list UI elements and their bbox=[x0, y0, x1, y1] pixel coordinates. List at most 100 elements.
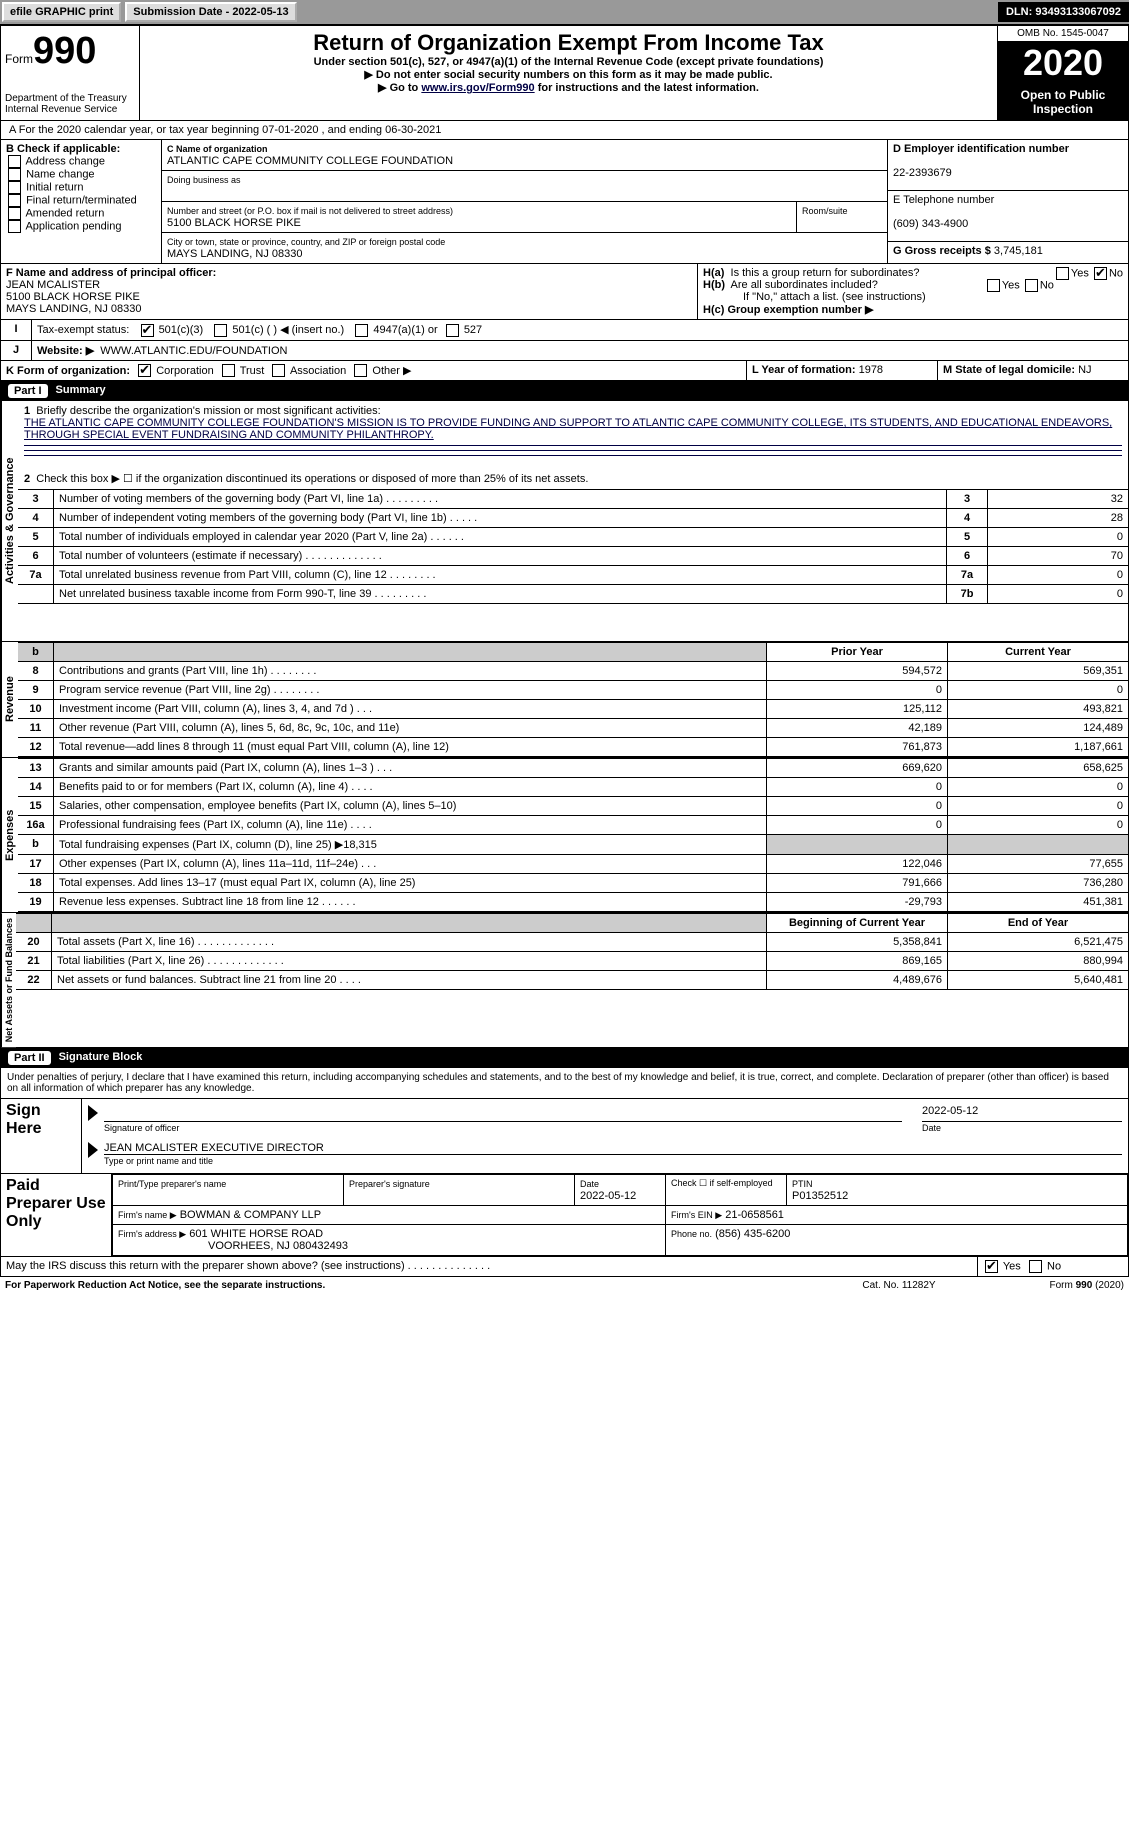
hc-label: H(c) Group exemption number ▶ bbox=[703, 304, 873, 316]
form-number: 990 bbox=[33, 30, 96, 72]
sig-date-label: Date bbox=[922, 1123, 941, 1133]
k-assoc[interactable]: Association bbox=[290, 365, 346, 377]
hb-label: Are all subordinates included? bbox=[731, 279, 878, 291]
efile-print-button[interactable]: efile GRAPHIC print bbox=[2, 2, 121, 22]
addr-label: Number and street (or P.O. box if mail i… bbox=[167, 206, 453, 216]
section-fh: F Name and address of principal officer:… bbox=[0, 264, 1129, 320]
pra-notice: For Paperwork Reduction Act Notice, see … bbox=[5, 1280, 824, 1291]
form-word: Form bbox=[5, 52, 33, 66]
te-4947[interactable]: 4947(a)(1) or bbox=[373, 324, 437, 336]
opt-final-return[interactable]: Final return/terminated bbox=[26, 194, 137, 206]
cat-no: Cat. No. 11282Y bbox=[824, 1280, 974, 1291]
sig-declaration: Under penalties of perjury, I declare th… bbox=[0, 1068, 1129, 1099]
org-address: 5100 BLACK HORSE PIKE bbox=[167, 217, 301, 229]
prep-sig-label: Preparer's signature bbox=[349, 1179, 430, 1189]
firm-addr-label: Firm's address ▶ bbox=[118, 1229, 186, 1239]
opt-address-change[interactable]: Address change bbox=[25, 155, 105, 167]
section-j: J Website: ▶ WWW.ATLANTIC.EDU/FOUNDATION bbox=[0, 341, 1129, 361]
sig-arrow-icon-2 bbox=[88, 1142, 98, 1158]
ha-yes[interactable]: Yes bbox=[1071, 267, 1089, 279]
dba-label: Doing business as bbox=[167, 175, 241, 185]
hb-pre: H(b) bbox=[703, 279, 725, 291]
section-klm: K Form of organization: Corporation Trus… bbox=[0, 361, 1129, 382]
dept-treasury: Department of the Treasury Internal Reve… bbox=[5, 93, 135, 115]
firm-name-label: Firm's name ▶ bbox=[118, 1210, 177, 1220]
opt-name-change[interactable]: Name change bbox=[26, 168, 95, 180]
netassets-table: Beginning of Current YearEnd of Year20To… bbox=[16, 913, 1128, 990]
submission-date: Submission Date - 2022-05-13 bbox=[125, 2, 296, 22]
form-footer: Form 990 (2020) bbox=[974, 1280, 1124, 1291]
phone-label: Phone no. bbox=[671, 1229, 712, 1239]
side-activities: Activities & Governance bbox=[1, 401, 18, 641]
summary-block: Activities & Governance 1 Briefly descri… bbox=[0, 401, 1129, 642]
omb-number: OMB No. 1545-0047 bbox=[998, 26, 1128, 42]
part2-num: Part II bbox=[8, 1051, 51, 1065]
box-e-label: E Telephone number bbox=[893, 194, 994, 206]
part2-title: Signature Block bbox=[59, 1051, 143, 1065]
may-irs-text: May the IRS discuss this return with the… bbox=[6, 1260, 490, 1272]
box-d-label: D Employer identification number bbox=[893, 143, 1069, 155]
hb-no[interactable]: No bbox=[1040, 279, 1054, 291]
footer: For Paperwork Reduction Act Notice, see … bbox=[0, 1277, 1129, 1294]
officer-addr1: 5100 BLACK HORSE PIKE bbox=[6, 291, 140, 303]
opt-initial-return[interactable]: Initial return bbox=[26, 181, 83, 193]
top-toolbar: efile GRAPHIC print Submission Date - 20… bbox=[0, 0, 1129, 25]
paid-preparer-row: Paid Preparer Use Only Print/Type prepar… bbox=[0, 1174, 1129, 1257]
mission-text: THE ATLANTIC CAPE COMMUNITY COLLEGE FOUN… bbox=[24, 417, 1112, 441]
sig-officer-label: Signature of officer bbox=[104, 1123, 179, 1133]
l2-text: Check this box ▶ ☐ if the organization d… bbox=[36, 473, 588, 485]
ha-no[interactable]: No bbox=[1109, 267, 1123, 279]
hb-yes[interactable]: Yes bbox=[1002, 279, 1020, 291]
tax-year: 2020 bbox=[998, 42, 1128, 84]
may-irs-row: May the IRS discuss this return with the… bbox=[0, 1257, 1129, 1277]
sig-date: 2022-05-12 bbox=[922, 1105, 1122, 1122]
paid-prep-label: Paid Preparer Use Only bbox=[1, 1174, 112, 1256]
form-header: Form990 Department of the Treasury Inter… bbox=[0, 25, 1129, 121]
open-to-public: Open to Public Inspection bbox=[998, 84, 1128, 120]
section-i: I Tax-exempt status: 501(c)(3) 501(c) ( … bbox=[0, 320, 1129, 341]
officer-addr2: MAYS LANDING, NJ 08330 bbox=[6, 303, 142, 315]
sig-arrow-icon bbox=[88, 1105, 98, 1121]
prep-date: 2022-05-12 bbox=[580, 1190, 636, 1202]
firm-addr2: VOORHEES, NJ 080432493 bbox=[208, 1240, 348, 1252]
website-label: Website: ▶ bbox=[37, 345, 94, 357]
ptin-label: PTIN bbox=[792, 1179, 813, 1189]
revenue-block: Revenue bPrior YearCurrent Year8Contribu… bbox=[0, 642, 1129, 758]
may-irs-yes[interactable]: Yes bbox=[1003, 1261, 1021, 1273]
firm-ein: 21-0658561 bbox=[725, 1209, 784, 1221]
te-501c[interactable]: 501(c) ( ) ◀ (insert no.) bbox=[232, 324, 344, 336]
te-527[interactable]: 527 bbox=[464, 324, 482, 336]
box-f-label: F Name and address of principal officer: bbox=[6, 267, 216, 279]
line-m-label: M State of legal domicile: bbox=[943, 364, 1075, 376]
opt-amended[interactable]: Amended return bbox=[25, 207, 104, 219]
prep-name-label: Print/Type preparer's name bbox=[118, 1179, 226, 1189]
box-c-label: C Name of organization bbox=[167, 144, 268, 154]
summary-table-1: 3Number of voting members of the governi… bbox=[18, 489, 1128, 604]
ha-pre: H(a) bbox=[703, 267, 724, 279]
check-self-emp[interactable]: Check ☐ if self-employed bbox=[666, 1175, 787, 1206]
line-l-label: L Year of formation: bbox=[752, 364, 856, 376]
prep-date-label: Date bbox=[580, 1179, 599, 1189]
telephone: (609) 343-4900 bbox=[893, 218, 968, 230]
line-k-label: K Form of organization: bbox=[6, 365, 130, 377]
officer-sub: Type or print name and title bbox=[104, 1156, 213, 1166]
form-subtitle: Under section 501(c), 527, or 4947(a)(1)… bbox=[144, 56, 993, 68]
irs-link[interactable]: www.irs.gov/Form990 bbox=[421, 82, 534, 94]
side-revenue: Revenue bbox=[1, 642, 18, 757]
room-label: Room/suite bbox=[802, 206, 848, 216]
k-corp[interactable]: Corporation bbox=[156, 365, 213, 377]
k-trust[interactable]: Trust bbox=[240, 365, 265, 377]
l1-label: Briefly describe the organization's miss… bbox=[36, 405, 380, 417]
firm-ein-label: Firm's EIN ▶ bbox=[671, 1210, 722, 1220]
officer-name: JEAN MCALISTER bbox=[6, 279, 100, 291]
box-b-label: B Check if applicable: bbox=[6, 143, 120, 155]
te-501c3[interactable]: 501(c)(3) bbox=[159, 324, 204, 336]
part2-bar: Part II Signature Block bbox=[0, 1048, 1129, 1068]
section-bcdefg: B Check if applicable: Address change Na… bbox=[0, 140, 1129, 264]
k-other[interactable]: Other ▶ bbox=[372, 365, 411, 377]
box-g-label: G Gross receipts $ bbox=[893, 245, 991, 257]
part1-num: Part I bbox=[8, 384, 48, 398]
firm-name: BOWMAN & COMPANY LLP bbox=[180, 1209, 321, 1221]
opt-app-pending[interactable]: Application pending bbox=[25, 220, 121, 232]
may-irs-no[interactable]: No bbox=[1047, 1261, 1061, 1273]
